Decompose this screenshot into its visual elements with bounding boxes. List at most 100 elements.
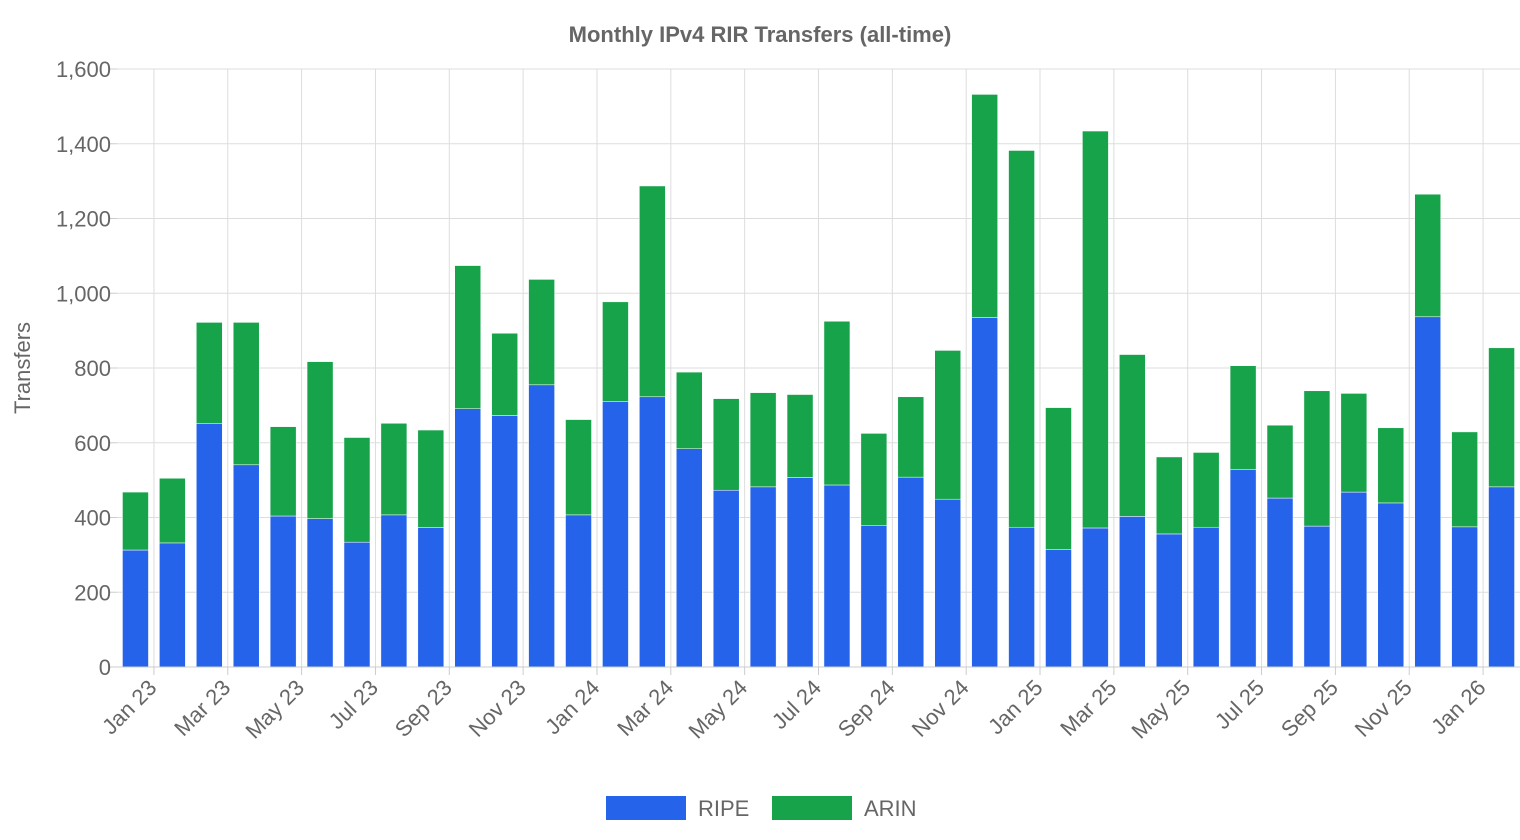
y-tick-label: 1,400 bbox=[56, 132, 111, 157]
bar-ripe bbox=[749, 486, 777, 668]
y-tick-label: 1,600 bbox=[56, 57, 111, 82]
bar-ripe bbox=[1008, 526, 1035, 668]
bar-ripe bbox=[491, 415, 518, 668]
x-tick-label: May 23 bbox=[240, 675, 309, 744]
bar-ripe bbox=[1082, 527, 1109, 668]
y-tick-label: 600 bbox=[74, 431, 111, 456]
chart-title: Monthly IPv4 RIR Transfers (all-time) bbox=[569, 22, 952, 47]
bar-arin bbox=[159, 478, 186, 544]
y-tick-label: 0 bbox=[99, 655, 111, 680]
x-tick-label: May 24 bbox=[683, 675, 752, 744]
bar-arin bbox=[306, 361, 334, 519]
bar-ripe bbox=[1414, 316, 1441, 668]
legend-label-arin: ARIN bbox=[864, 796, 917, 821]
bar-ripe bbox=[196, 423, 223, 668]
bar-arin bbox=[1045, 407, 1072, 550]
bar-arin bbox=[417, 429, 445, 528]
bar-ripe bbox=[971, 317, 998, 668]
x-tick-label: Jul 23 bbox=[324, 675, 383, 734]
bar-arin bbox=[1008, 150, 1035, 528]
bar-ripe bbox=[1340, 491, 1368, 668]
y-tick-label: 400 bbox=[74, 506, 111, 531]
bar-ripe bbox=[823, 484, 851, 668]
bar-arin bbox=[971, 94, 998, 318]
y-tick-label: 1,200 bbox=[56, 207, 111, 232]
bar-ripe bbox=[712, 489, 740, 668]
bar-ripe bbox=[1303, 525, 1331, 668]
legend-swatch-arin bbox=[772, 796, 852, 820]
bar-ripe bbox=[454, 408, 481, 668]
x-tick-label: Jan 24 bbox=[540, 675, 604, 739]
bar-ripe bbox=[602, 401, 629, 668]
grid-layer bbox=[117, 68, 1520, 668]
x-tick-label: Jul 24 bbox=[767, 675, 826, 734]
bar-arin bbox=[823, 321, 851, 486]
bar-arin bbox=[454, 265, 481, 409]
x-tick-label: Mar 23 bbox=[169, 675, 235, 741]
bar-ripe bbox=[934, 498, 961, 668]
bar-ripe bbox=[159, 542, 186, 668]
bar-arin bbox=[1377, 427, 1405, 504]
legend: RIPE ARIN bbox=[606, 796, 917, 821]
bar-arin bbox=[1488, 347, 1515, 488]
bar-arin bbox=[897, 396, 925, 478]
bar-ripe bbox=[232, 464, 260, 668]
bar-arin bbox=[602, 301, 629, 402]
bar-ripe bbox=[1192, 526, 1220, 668]
bar-ripe bbox=[860, 525, 888, 668]
x-tick-label: Nov 25 bbox=[1350, 675, 1417, 742]
bar-ripe bbox=[897, 476, 925, 668]
bar-arin bbox=[639, 185, 666, 398]
x-tick-label: Nov 23 bbox=[464, 675, 531, 742]
bar-ripe bbox=[565, 514, 592, 668]
bar-arin bbox=[934, 350, 961, 500]
bar-arin bbox=[1340, 393, 1368, 493]
bar-ripe bbox=[417, 527, 445, 668]
bar-ripe bbox=[306, 518, 334, 668]
bar-arin bbox=[786, 394, 814, 478]
y-axis-label: Transfers bbox=[10, 322, 35, 414]
x-tick-label: Nov 24 bbox=[907, 675, 974, 742]
x-tick-label: Sep 25 bbox=[1276, 675, 1343, 742]
x-tick-label: Sep 23 bbox=[390, 675, 457, 742]
bar-arin bbox=[1229, 365, 1257, 470]
bar-ripe bbox=[639, 396, 666, 668]
bar-ripe bbox=[1119, 516, 1146, 668]
bar-arin bbox=[1266, 424, 1294, 499]
bar-ripe bbox=[786, 477, 814, 668]
bar-ripe bbox=[676, 448, 703, 668]
bar-arin bbox=[1451, 431, 1478, 528]
x-tick-label: Sep 24 bbox=[833, 675, 900, 742]
bar-ripe bbox=[380, 514, 408, 668]
legend-swatch-ripe bbox=[606, 796, 686, 820]
bar-arin bbox=[565, 419, 592, 516]
x-tick-label: Jan 26 bbox=[1426, 675, 1490, 739]
bar-arin bbox=[232, 322, 260, 466]
bar-arin bbox=[122, 491, 149, 551]
bar-arin bbox=[1192, 452, 1220, 528]
bar-layer bbox=[122, 94, 1515, 668]
bar-ripe bbox=[1451, 526, 1478, 668]
x-tick-label: Mar 24 bbox=[612, 675, 678, 741]
y-tick-label: 200 bbox=[74, 580, 111, 605]
bar-ripe bbox=[1377, 502, 1405, 668]
bar-arin bbox=[491, 332, 518, 416]
y-tick-label: 800 bbox=[74, 356, 111, 381]
bar-arin bbox=[1119, 354, 1146, 517]
bar-ripe bbox=[1488, 486, 1515, 668]
bar-arin bbox=[1156, 456, 1183, 535]
y-tick-label: 1,000 bbox=[56, 281, 111, 306]
bar-ripe bbox=[269, 515, 297, 668]
bar-arin bbox=[196, 322, 223, 424]
bar-ripe bbox=[1156, 533, 1183, 668]
x-tick-label: Jan 23 bbox=[97, 675, 161, 739]
bar-arin bbox=[528, 279, 555, 386]
x-tick-label: Jan 25 bbox=[983, 675, 1047, 739]
bar-arin bbox=[749, 392, 777, 488]
bar-ripe bbox=[122, 549, 149, 668]
bar-ripe bbox=[528, 384, 555, 668]
bar-arin bbox=[380, 423, 408, 516]
bar-ripe bbox=[343, 541, 371, 668]
